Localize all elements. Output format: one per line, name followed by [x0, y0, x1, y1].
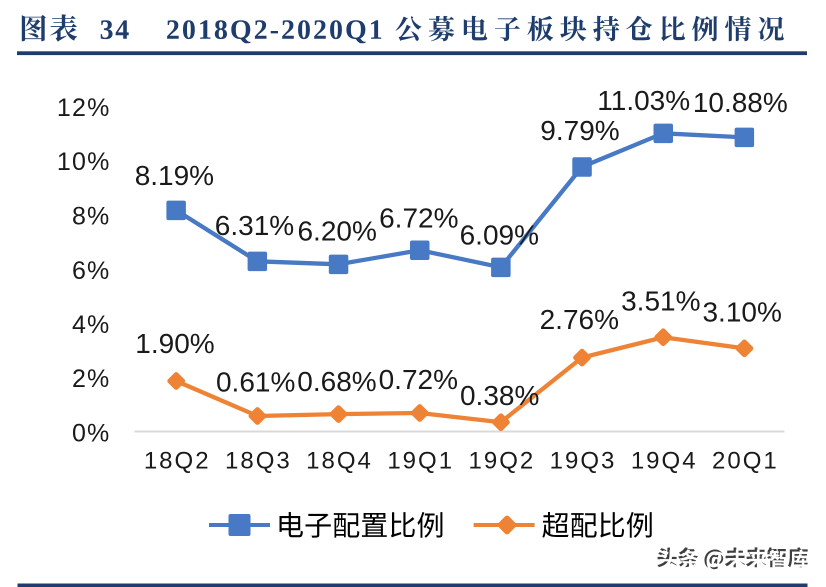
svg-text:12%: 12%	[57, 94, 111, 122]
svg-text:8.19%: 8.19%	[135, 160, 214, 191]
svg-text:6.72%: 6.72%	[379, 202, 458, 233]
svg-text:0%: 0%	[72, 420, 111, 448]
svg-text:10%: 10%	[57, 148, 111, 176]
svg-text:4%: 4%	[72, 311, 111, 339]
svg-text:0.61%: 0.61%	[216, 367, 295, 398]
svg-text:18Q2: 18Q2	[144, 447, 211, 474]
svg-text:2.76%: 2.76%	[540, 304, 619, 335]
svg-text:6%: 6%	[72, 257, 111, 285]
svg-text:6.09%: 6.09%	[460, 219, 539, 250]
svg-text:18Q4: 18Q4	[306, 447, 373, 474]
svg-text:6.20%: 6.20%	[297, 215, 376, 246]
svg-text:18Q3: 18Q3	[225, 447, 292, 474]
svg-text:11.03%: 11.03%	[597, 85, 690, 116]
svg-text:0.72%: 0.72%	[379, 364, 458, 395]
svg-text:3.51%: 3.51%	[621, 286, 700, 317]
svg-text:0.68%: 0.68%	[297, 366, 376, 397]
svg-text:6.31%: 6.31%	[215, 210, 294, 241]
svg-text:19Q4: 19Q4	[631, 447, 698, 474]
svg-text:19Q2: 19Q2	[469, 447, 536, 474]
svg-text:1.90%: 1.90%	[135, 328, 214, 359]
svg-text:19Q3: 19Q3	[550, 447, 617, 474]
svg-text:0.38%: 0.38%	[460, 380, 539, 411]
svg-text:19Q1: 19Q1	[387, 447, 454, 474]
svg-text:9.79%: 9.79%	[540, 115, 619, 146]
svg-text:20Q1: 20Q1	[712, 447, 779, 474]
svg-text:8%: 8%	[72, 203, 111, 231]
svg-text:3.10%: 3.10%	[702, 297, 781, 328]
svg-text:2%: 2%	[72, 365, 111, 393]
svg-text:10.88%: 10.88%	[693, 87, 788, 118]
